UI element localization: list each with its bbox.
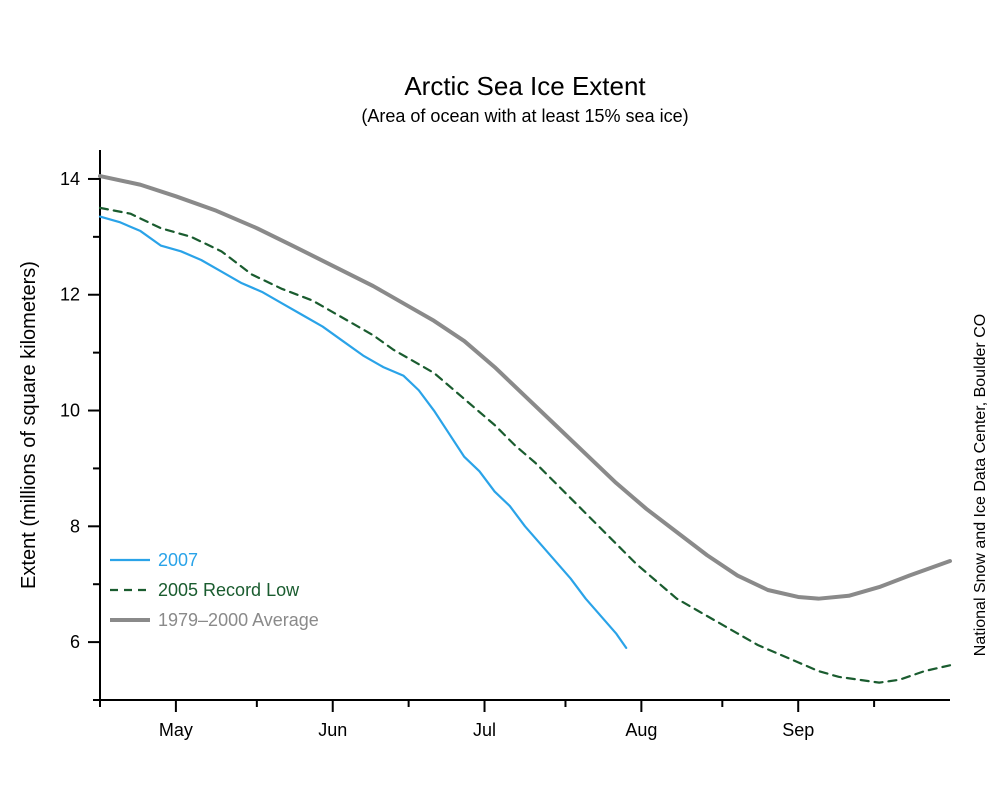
x-tick-label: Sep — [782, 720, 814, 740]
x-tick-label: Jun — [318, 720, 347, 740]
x-tick-label: Aug — [625, 720, 657, 740]
legend-label-record_2005: 2005 Record Low — [158, 580, 300, 600]
legend-label-year_2007: 2007 — [158, 550, 198, 570]
chart-container: Arctic Sea Ice Extent (Area of ocean with… — [0, 0, 1000, 800]
y-tick-label: 14 — [60, 169, 80, 189]
chart-subtitle: (Area of ocean with at least 15% sea ice… — [361, 106, 688, 126]
chart-svg: Arctic Sea Ice Extent (Area of ocean with… — [0, 0, 1000, 800]
y-axis-label: Extent (millions of square kilometers) — [18, 261, 40, 589]
y-tick-label: 6 — [70, 632, 80, 652]
x-tick-label: Jul — [473, 720, 496, 740]
y-tick-label: 12 — [60, 285, 80, 305]
x-tick-label: May — [159, 720, 193, 740]
legend-label-average: 1979–2000 Average — [158, 610, 319, 630]
y-tick-label: 8 — [70, 516, 80, 536]
chart-title: Arctic Sea Ice Extent — [404, 71, 646, 101]
y-tick-label: 10 — [60, 401, 80, 421]
attribution-text: National Snow and Ice Data Center, Bould… — [972, 314, 989, 656]
